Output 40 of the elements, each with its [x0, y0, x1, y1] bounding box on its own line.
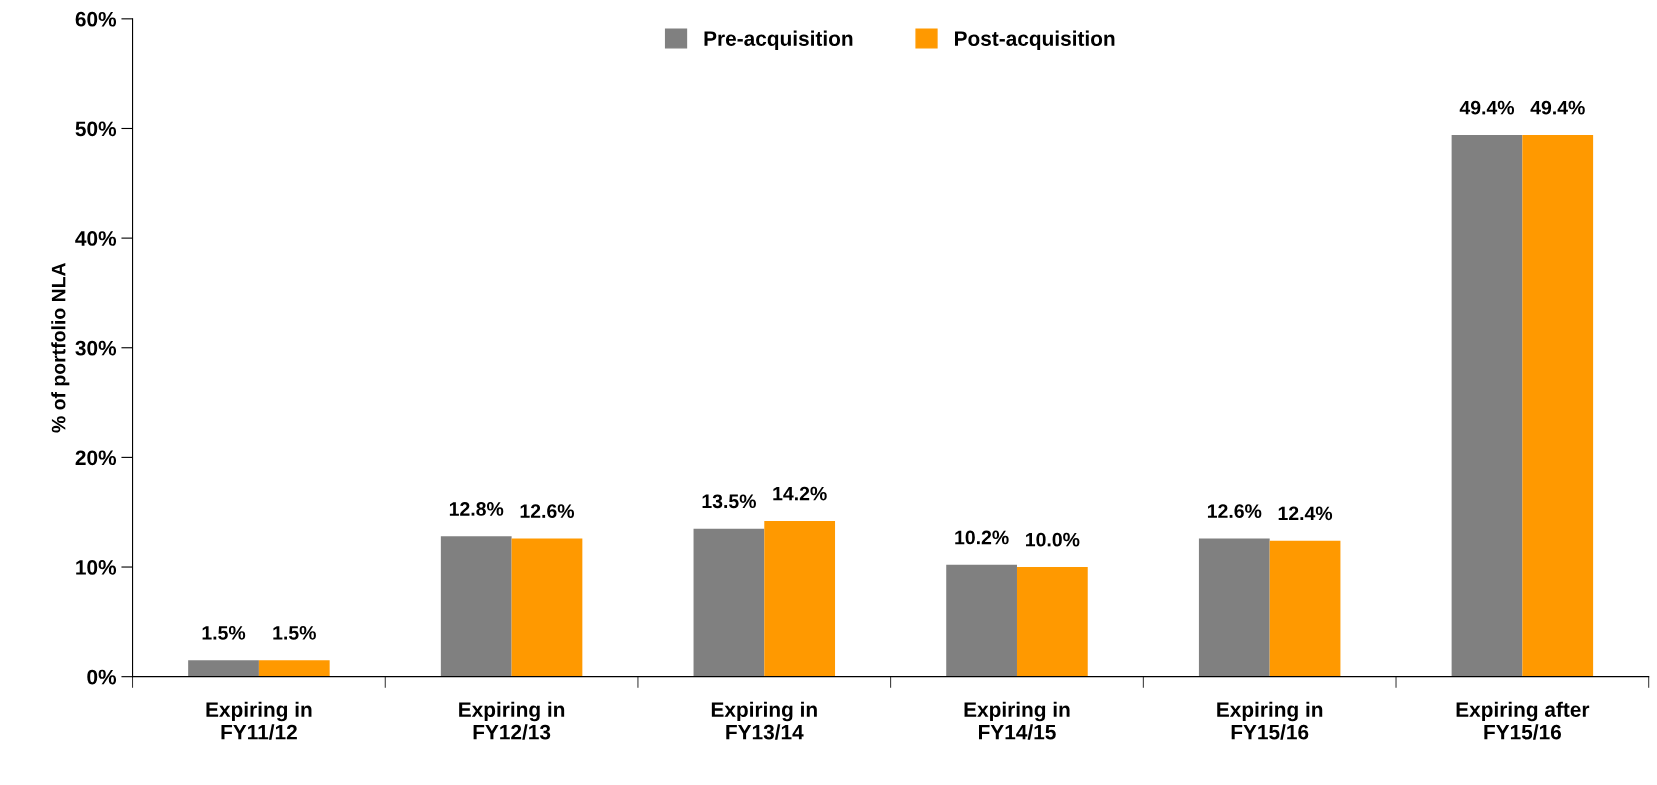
y-tick-label: 60% [75, 11, 117, 27]
data-label: 12.8% [449, 502, 504, 516]
bar [1451, 135, 1523, 677]
y-tick-label: 50% [75, 121, 117, 137]
bar [764, 520, 836, 677]
x-tick-label: Expiring in FY14/15 [964, 701, 1070, 740]
bar [693, 528, 765, 677]
y-axis-title: % of portfolio NLA [51, 262, 70, 433]
x-tick-label: Expiring in FY15/16 [1217, 701, 1323, 740]
bar [440, 536, 512, 677]
data-label: 14.2% [773, 486, 827, 501]
bar [1522, 135, 1594, 677]
x-tick-label: Expiring in FY13/14 [711, 701, 817, 740]
data-label: 12.6% [1207, 504, 1262, 519]
data-label: 12.4% [1278, 506, 1333, 521]
bar [1198, 538, 1270, 677]
bar [946, 564, 1017, 677]
bar [1016, 567, 1088, 677]
bar [188, 660, 259, 677]
bar [258, 660, 330, 677]
x-tick-label: Expiring in FY11/12 [206, 701, 312, 740]
x-tick-label: Expiring after FY15/16 [1456, 701, 1590, 740]
data-label: 1.5% [202, 625, 246, 640]
legend-label: Pre-acquisition [704, 30, 853, 51]
data-label: 10.0% [1026, 532, 1080, 547]
bar [511, 538, 583, 677]
data-label: 49.4% [1459, 100, 1515, 115]
y-tick-label: 0% [87, 669, 117, 685]
data-label: 1.5% [273, 625, 316, 640]
y-tick-label: 20% [75, 450, 117, 466]
x-tick-label: Expiring in FY12/13 [459, 701, 565, 740]
data-label: 10.2% [955, 530, 1009, 545]
legend-label: Post-acquisition [955, 30, 1115, 51]
y-tick-label: 30% [75, 340, 117, 356]
data-label: 13.5% [702, 494, 756, 509]
data-label: 49.4% [1530, 100, 1585, 115]
y-tick-label: 40% [75, 231, 117, 246]
data-label: 12.6% [520, 504, 575, 519]
y-tick-label: 10% [76, 560, 117, 575]
bar [1269, 540, 1341, 677]
